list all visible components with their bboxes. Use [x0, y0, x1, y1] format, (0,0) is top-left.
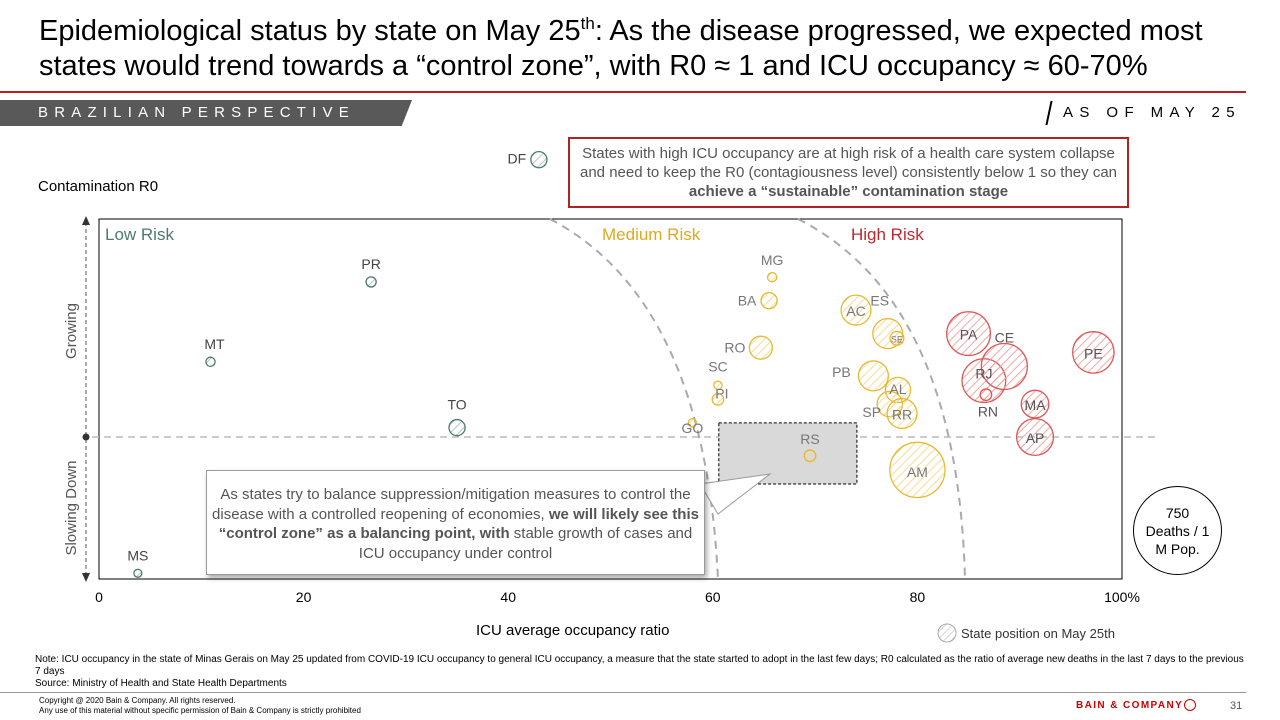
legend-marker-label: State position on May 25th: [961, 626, 1115, 641]
bubble-ro: [748, 335, 774, 360]
bubble-ms: [133, 568, 143, 578]
state-label-rs: RS: [800, 431, 819, 447]
bubble-ce: [980, 342, 1029, 391]
control-zone: [718, 422, 858, 485]
y-axis-title: Contamination R0: [38, 178, 159, 195]
zone-label-medium: Medium Risk: [602, 225, 701, 244]
company-logo-icon: [1184, 699, 1196, 711]
bubble-ba: [760, 292, 778, 310]
y-axis-down-arrow-icon: [82, 573, 90, 582]
zone-label-low: Low Risk: [105, 225, 174, 244]
bubble-ap: [1015, 417, 1055, 457]
state-label-pb: PB: [832, 364, 851, 380]
state-label-al: AL: [889, 381, 906, 397]
state-label-pe: PE: [1084, 345, 1103, 361]
bubble-size-legend: 750 Deaths / 1 M Pop.: [1133, 486, 1222, 575]
bubble-ac: [840, 294, 872, 326]
state-label-ac: AC: [846, 303, 865, 319]
y-axis-midpoint: [82, 433, 90, 441]
state-label-ro: RO: [724, 340, 745, 356]
state-label-rn: RN: [978, 404, 998, 420]
x-tick-label: 40: [500, 589, 516, 605]
x-axis-ticks: 0 20 40 60 80 100%: [95, 589, 1140, 605]
section-banner: [0, 100, 412, 126]
high-risk-boundary: [797, 218, 966, 581]
y-axis-up-arrow-icon: [82, 216, 90, 225]
high-risk-callout: States with high ICU occupancy are at hi…: [568, 137, 1129, 208]
control-zone-pointer: [699, 473, 772, 515]
footer-divider: [0, 692, 1246, 693]
y-axis-slowing-label: Slowing Down: [63, 460, 80, 555]
page-title: Epidemiological status by state on May 2…: [39, 14, 1203, 82]
plot-frame: [98, 218, 1123, 580]
bubble-mt: [205, 356, 216, 368]
section-banner-label: BRAZILIAN PERSPECTIVE: [38, 104, 355, 121]
state-label-ms: MS: [127, 547, 148, 563]
state-labels: MS MT PR TO DF GO PI SC RS RO BA MG AC ES SE PB AL SP RR AM…: [127, 151, 1102, 564]
state-label-sc: SC: [708, 358, 727, 374]
x-tick-label: 20: [296, 589, 312, 605]
bubble-pa: [946, 311, 992, 357]
bubble-pr: [365, 276, 377, 288]
state-label-sp: SP: [862, 404, 881, 420]
state-label-am: AM: [907, 464, 928, 480]
state-label-to: TO: [447, 397, 466, 413]
state-label-ma: MA: [1025, 397, 1047, 413]
bubble-rr: [886, 397, 918, 430]
x-tick-label: 80: [910, 589, 926, 605]
x-axis-title: ICU average occupancy ratio: [476, 622, 670, 639]
state-label-go: GO: [681, 420, 703, 436]
x-tick-label: 60: [705, 589, 721, 605]
copyright: Copyright @ 2020 Bain & Company. All rig…: [39, 696, 361, 715]
x-tick-label: 100%: [1104, 589, 1140, 605]
y-axis-growing-label: Growing: [63, 303, 80, 359]
bubble-go: [687, 418, 698, 428]
state-label-ce: CE: [995, 330, 1014, 346]
state-label-se: SE: [891, 334, 903, 344]
state-label-pa: PA: [960, 327, 978, 343]
legend-marker: [937, 623, 957, 643]
x-tick-label: 0: [95, 589, 103, 605]
bubble-am: [889, 441, 946, 499]
state-label-df: DF: [508, 151, 527, 167]
state-label-rj: RJ: [975, 366, 992, 382]
page-number: 31: [1230, 700, 1243, 712]
bubble-mg: [766, 271, 778, 283]
state-label-rr: RR: [892, 407, 912, 423]
bubble-pi: [711, 392, 725, 406]
company-logo: BAIN & COMPANY: [1076, 700, 1184, 711]
state-label-mt: MT: [204, 336, 225, 352]
state-label-mg: MG: [761, 252, 784, 268]
bubble-sc: [713, 380, 723, 391]
state-label-ap: AP: [1026, 430, 1045, 446]
as-of-label: AS OF MAY 25: [1063, 104, 1241, 121]
state-bubbles: [133, 150, 1115, 578]
bubble-pe: [1072, 331, 1115, 374]
bubble-df: [530, 150, 548, 169]
footnote: Note: ICU occupancy in the state of Mina…: [35, 654, 1244, 689]
state-label-ba: BA: [738, 293, 757, 309]
bubble-rn: [979, 388, 993, 402]
bubble-rs: [803, 449, 817, 463]
bubble-ma: [1020, 389, 1050, 419]
state-label-pi: PI: [715, 385, 728, 401]
title-divider: [0, 91, 1246, 93]
control-zone-callout: As states try to balance suppression/mit…: [206, 470, 705, 575]
state-label-es: ES: [870, 293, 889, 309]
zone-label-high: High Risk: [851, 225, 924, 244]
medium-risk-boundary: [549, 218, 719, 581]
bubble-pb: [857, 360, 890, 392]
state-label-pr: PR: [361, 256, 380, 272]
bubble-to: [448, 418, 466, 437]
bubble-se: [889, 330, 905, 346]
